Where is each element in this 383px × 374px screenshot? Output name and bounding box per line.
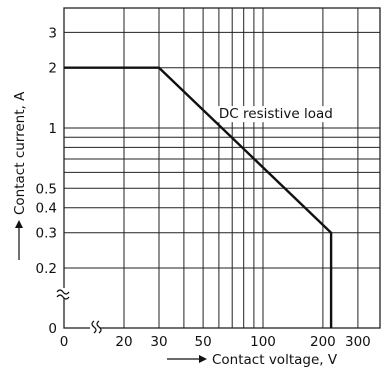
x-axis-break-mark xyxy=(96,320,102,334)
annotation-background xyxy=(217,106,335,123)
y-axis-label-arrowhead xyxy=(15,220,23,228)
y-axis-break-mask xyxy=(55,288,71,298)
x-tick-label: 50 xyxy=(195,334,212,350)
axis-labels: Contact voltage, V Contact current, A xyxy=(12,91,338,368)
y-axis-break-mark xyxy=(56,289,70,295)
tick-labels: 0 20 30 50 100 200 300 0 0.2 0.3 0.4 0.5 1 2 3 xyxy=(36,25,371,350)
x-axis-break-mask xyxy=(90,319,100,335)
y-tick-label: 0.2 xyxy=(36,261,57,277)
axis-breaks xyxy=(55,288,102,335)
y-tick-label: 0.4 xyxy=(36,201,57,217)
y-tick-label: 0.5 xyxy=(36,181,57,197)
x-axis-label: Contact voltage, V xyxy=(212,352,338,368)
x-tick-label: 200 xyxy=(310,334,336,350)
y-axis-break-mark xyxy=(56,294,70,300)
x-tick-label: 20 xyxy=(115,334,132,350)
x-axis-break-mark xyxy=(91,320,97,334)
y-tick-label: 3 xyxy=(48,25,57,41)
annotations: DC resistive load xyxy=(217,106,335,123)
y-axis-label: Contact current, A xyxy=(12,91,28,215)
y-tick-label: 2 xyxy=(48,61,57,77)
x-tick-label: 300 xyxy=(345,334,371,350)
x-tick-label: 30 xyxy=(150,334,167,350)
y-tick-label: 0 xyxy=(48,321,57,337)
series-annotation: DC resistive load xyxy=(219,106,333,122)
x-tick-label: 100 xyxy=(250,334,276,350)
y-tick-label: 1 xyxy=(48,121,57,137)
plot-frame xyxy=(63,7,381,329)
series xyxy=(64,66,333,328)
y-tick-label: 0.3 xyxy=(36,226,57,242)
grid xyxy=(63,7,381,329)
x-axis-label-arrowhead xyxy=(199,355,207,363)
series-line xyxy=(64,66,333,328)
x-tick-label: 0 xyxy=(60,334,69,350)
